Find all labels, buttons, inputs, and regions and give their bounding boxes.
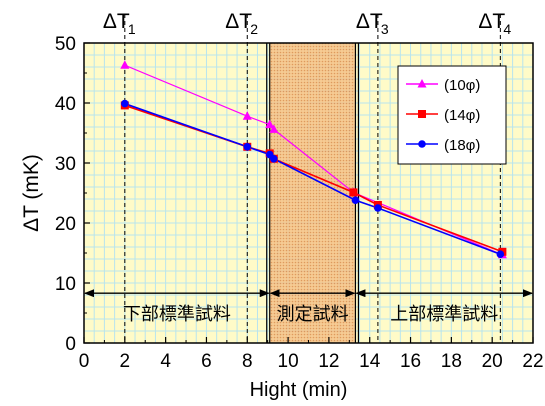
data-point-triangle [265, 119, 275, 129]
x-tick-label: 4 [160, 351, 171, 372]
y-axis-label: ΔT (mK) [20, 154, 43, 232]
top-marker-subscript: 1 [128, 21, 136, 37]
data-point-circle [243, 143, 252, 151]
data-point-circle [270, 155, 278, 163]
region-label: 測定試料 [277, 304, 349, 324]
x-tick-label: 0 [79, 351, 90, 372]
data-point-circle [374, 204, 382, 212]
legend-marker [418, 110, 426, 118]
axes: 0 2 4 6 8 10 12 14 16 18 20 22 0 10 20 30 40 50 Hight (min… [20, 34, 544, 401]
x-tick-label: 10 [278, 351, 299, 372]
x-tick-label: 18 [441, 351, 462, 372]
region-label: 下部標準試料 [123, 304, 231, 324]
series-lines [120, 60, 507, 259]
legend: (10φ) (14φ) (18φ) [397, 65, 507, 165]
legend-label: (18φ) [444, 137, 480, 154]
top-marker-subscript: 2 [250, 21, 258, 37]
legend-label: (14φ) [444, 107, 480, 124]
legend-marker [418, 140, 426, 148]
top-marker-subscript: 3 [381, 21, 389, 37]
top-marker-subscript: 4 [503, 21, 511, 37]
x-tick-label: 8 [242, 351, 253, 372]
y-tick-label: 20 [55, 214, 76, 235]
x-tick-label: 20 [482, 351, 503, 372]
x-tick-label: 16 [400, 351, 421, 372]
legend-label: (10φ) [444, 77, 480, 94]
top-marker-label: ΔT [225, 10, 252, 33]
data-point-circle [121, 99, 129, 108]
data-point-triangle [120, 60, 130, 69]
legend-marker [417, 79, 427, 88]
top-marker-label: ΔT [478, 10, 505, 33]
measurement-region [266, 43, 360, 343]
region-label: 上部標準試料 [390, 304, 498, 324]
y-tick-label: 0 [65, 334, 76, 355]
y-tick-label: 30 [55, 154, 76, 175]
y-tick-label: 50 [55, 34, 76, 55]
data-point-circle [496, 250, 505, 258]
x-tick-label: 6 [201, 351, 212, 372]
region-arrows: 下部標準試料 測定試料 上部標準試料 [84, 289, 533, 324]
data-point-circle [351, 196, 360, 204]
x-tick-label: 14 [359, 351, 381, 372]
data-point-triangle [242, 111, 252, 120]
y-tick-label: 10 [55, 274, 76, 295]
x-tick-label: 12 [318, 351, 339, 372]
y-tick-label: 40 [55, 94, 76, 115]
marker-lines: ΔT1 ΔT2 ΔT3 ΔT4 [103, 10, 511, 343]
legend-box [397, 65, 507, 165]
x-tick-label: 22 [522, 351, 543, 372]
x-axis-label: Hight (min) [250, 379, 348, 401]
x-tick-label: 2 [120, 351, 131, 372]
data-point-triangle [269, 124, 279, 133]
top-marker-label: ΔT [356, 10, 383, 33]
data-point-square [349, 188, 358, 197]
top-marker-label: ΔT [103, 10, 130, 33]
